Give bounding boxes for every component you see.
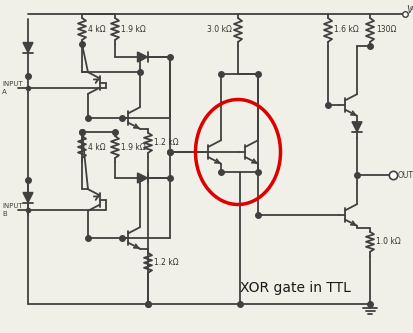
Text: 4 kΩ: 4 kΩ (88, 25, 106, 34)
Text: INPUT
B: INPUT B (2, 203, 23, 217)
Text: 1.9 kΩ: 1.9 kΩ (121, 25, 146, 34)
Text: INPUT
A: INPUT A (2, 81, 23, 95)
Text: XOR gate in TTL: XOR gate in TTL (240, 281, 351, 295)
Polygon shape (138, 173, 147, 183)
Text: 1.9 kΩ: 1.9 kΩ (121, 143, 146, 152)
Text: V: V (406, 5, 413, 15)
Polygon shape (352, 122, 362, 132)
Polygon shape (138, 52, 147, 62)
Text: 1.6 kΩ: 1.6 kΩ (334, 26, 359, 35)
Text: 3.0 kΩ: 3.0 kΩ (207, 26, 232, 35)
Polygon shape (23, 43, 33, 53)
Text: 130Ω: 130Ω (376, 26, 396, 35)
Text: 1.2 kΩ: 1.2 kΩ (154, 258, 179, 267)
Text: 1.2 kΩ: 1.2 kΩ (154, 138, 179, 147)
Text: 1.0 kΩ: 1.0 kΩ (376, 237, 401, 246)
Text: 4 kΩ: 4 kΩ (88, 143, 106, 152)
Polygon shape (23, 192, 33, 202)
Text: OUTPUT: OUTPUT (398, 170, 413, 179)
Text: CC: CC (410, 6, 413, 11)
